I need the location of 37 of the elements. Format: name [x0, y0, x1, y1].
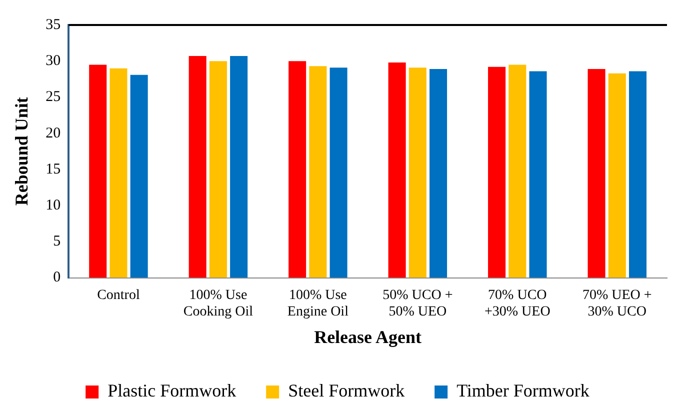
bar [388, 62, 406, 278]
bar [488, 66, 506, 278]
bar [230, 56, 248, 278]
y-tick-label: 30 [46, 53, 61, 70]
y-tick-label: 10 [46, 198, 61, 214]
bar [209, 61, 227, 278]
bar [309, 66, 327, 278]
bar [628, 71, 647, 278]
bar [89, 64, 107, 278]
bar [110, 68, 128, 278]
legend-label: Plastic Formwork [108, 380, 236, 401]
y-tick-label: 25 [46, 89, 61, 106]
bar [529, 71, 547, 278]
x-axis-title: Release Agent [314, 326, 422, 347]
bar [130, 74, 148, 278]
bar [188, 56, 206, 278]
x-tick-label: 100% Use Engine Oil [287, 288, 349, 320]
y-axis-title: Rebound Unit [11, 97, 32, 206]
bar [608, 73, 626, 278]
x-tick-label: Control [97, 288, 140, 303]
bar [288, 61, 306, 278]
legend-label: Steel Formwork [288, 380, 405, 401]
y-tick-label: 5 [53, 234, 61, 250]
x-tick-label: 70% UCO +30% UEO [484, 288, 550, 320]
bar [430, 69, 448, 278]
x-tick-label: 70% UEO + 30% UCO [582, 288, 652, 320]
bar [408, 68, 426, 278]
y-tick-label: 20 [46, 125, 61, 142]
bar [330, 68, 348, 278]
y-tick-label: 35 [46, 16, 61, 33]
y-tick-label: 0 [53, 270, 61, 286]
bar [588, 69, 606, 278]
x-tick-label: 100% Use Cooking Oil [183, 288, 254, 320]
y-tick-label: 15 [46, 161, 61, 178]
x-tick-label: 50% UCO + 50% UEO [382, 288, 453, 320]
bar [508, 64, 526, 278]
legend-label: Timber Formwork [456, 380, 590, 401]
